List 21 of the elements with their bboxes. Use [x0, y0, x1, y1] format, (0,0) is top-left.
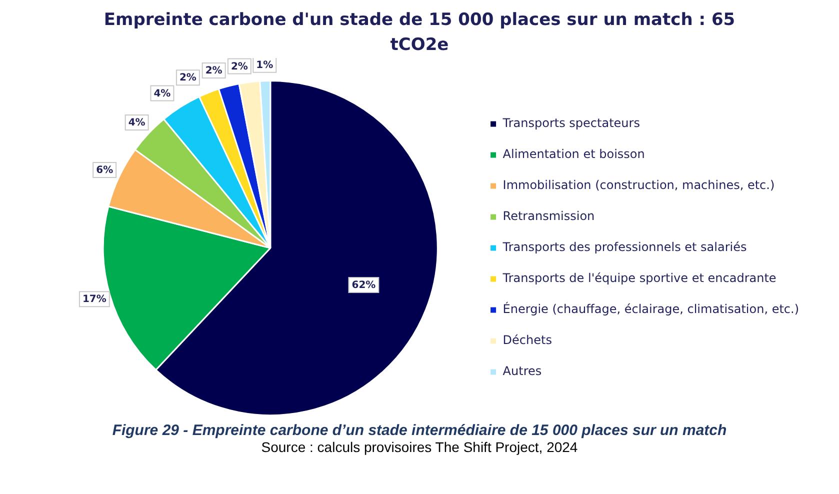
legend-label: Énergie (chauffage, éclairage, climatisation, etc.) [502, 301, 799, 316]
data-label: 17% [82, 294, 106, 306]
legend-label: Autres [502, 364, 542, 378]
data-label: 2% [179, 72, 196, 84]
data-label: 2% [205, 66, 222, 77]
data-label: 4% [154, 88, 171, 100]
legend-label: Immobilisation (construction, machines, etc.) [502, 178, 775, 192]
legend-label: Retransmission [502, 209, 595, 224]
data-label: 2% [230, 61, 248, 72]
data-label: 1% [256, 60, 274, 71]
data-label: 62% [352, 280, 376, 292]
data-label: 4% [128, 118, 146, 129]
data-label: 6% [96, 165, 114, 176]
legend-label: Transports spectateurs [502, 116, 640, 130]
legend-label: Transports des professionnels et salariés [502, 240, 747, 254]
caption: Figure 29 - Empreinte carbone d’un stade intermédiaire de 15 000 places sur un match [111, 422, 728, 439]
chart-title: Empreinte carbone d'un stade de 15 000 places sur un match : 65 tCO2e [102, 9, 736, 57]
legend-label: Déchets [502, 333, 552, 348]
source-note: Source : calculs provisoires The Shift Project, 2024 [260, 439, 579, 455]
legend-label: Alimentation et boisson [502, 147, 645, 162]
legend-label: Transports de l'équipe sportive et encadrante [502, 271, 776, 286]
